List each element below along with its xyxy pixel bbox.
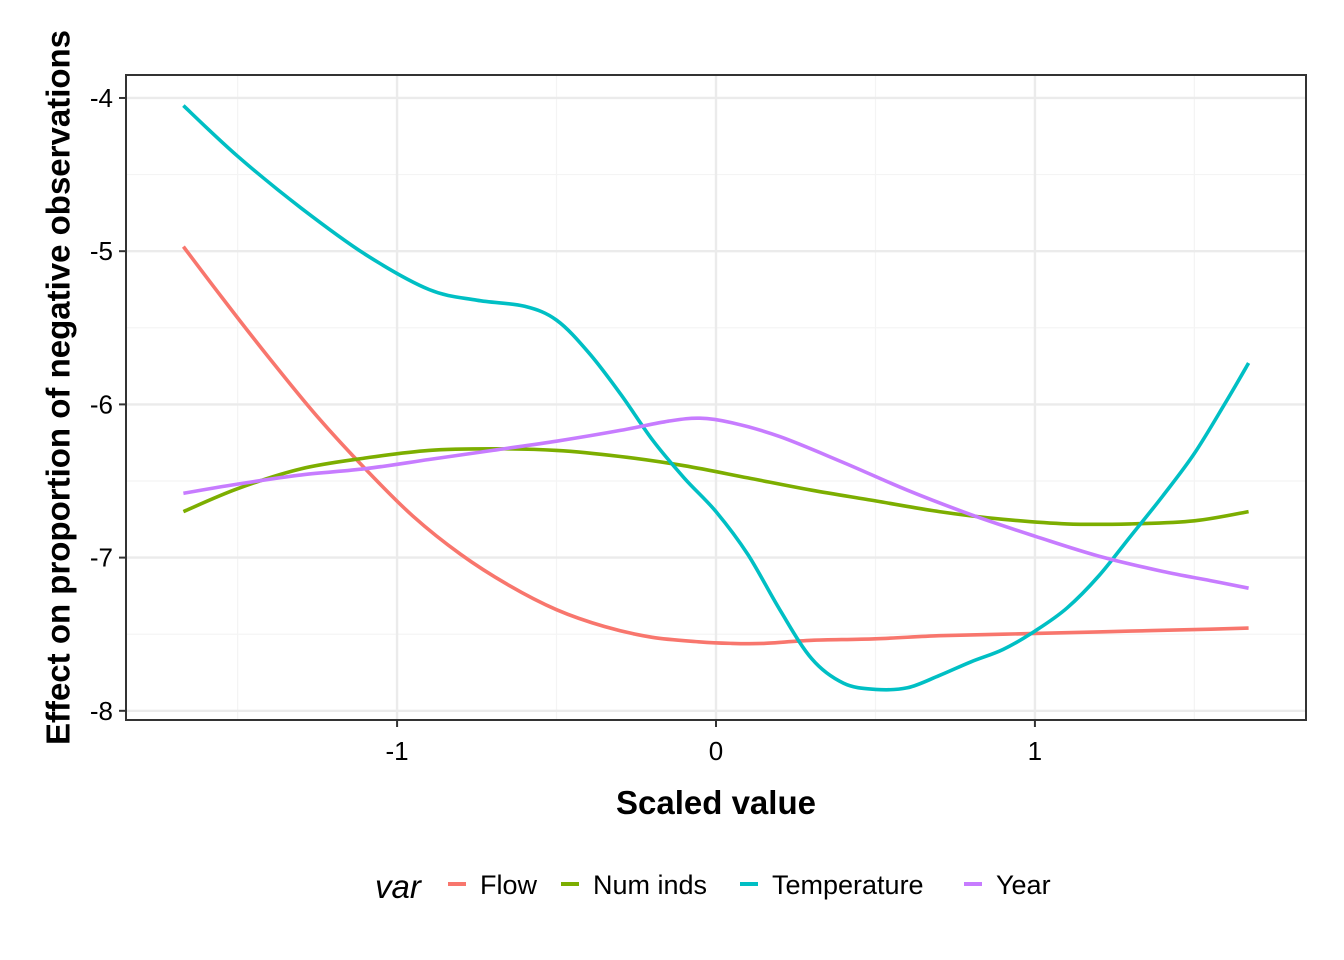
y-tick-label: -5 xyxy=(90,236,113,266)
y-tick-label: -4 xyxy=(90,83,113,113)
series-layer xyxy=(181,104,1251,692)
x-tick-label: 0 xyxy=(709,736,723,766)
y-tick-label: -7 xyxy=(90,543,113,573)
grid-lines xyxy=(126,75,1306,720)
legend-label-num-inds: Num inds xyxy=(593,870,707,900)
axis-ticks xyxy=(119,96,1036,727)
legend-items: Flow Num inds Temperature Year xyxy=(448,870,1051,900)
y-tick-label: -6 xyxy=(90,389,113,419)
legend-title: var xyxy=(375,868,423,905)
series-line-temperature xyxy=(182,104,1251,692)
x-tick-label: 1 xyxy=(1028,736,1042,766)
legend-label-temperature: Temperature xyxy=(772,870,924,900)
series-line-year xyxy=(183,416,1249,590)
legend-label-year: Year xyxy=(996,870,1051,900)
series-line-num-inds xyxy=(182,447,1249,527)
legend: var Flow Num inds Temperature Year xyxy=(375,868,1051,905)
y-tick-labels: -4 -5 -6 -7 -8 xyxy=(90,83,113,726)
x-tick-label: -1 xyxy=(386,736,409,766)
y-axis-title: Effect on proportion of negative observa… xyxy=(40,30,77,745)
legend-label-flow: Flow xyxy=(480,870,538,900)
x-axis-title: Scaled value xyxy=(616,784,816,821)
y-tick-label: -8 xyxy=(90,696,113,726)
x-tick-labels: -1 0 1 xyxy=(386,736,1043,766)
